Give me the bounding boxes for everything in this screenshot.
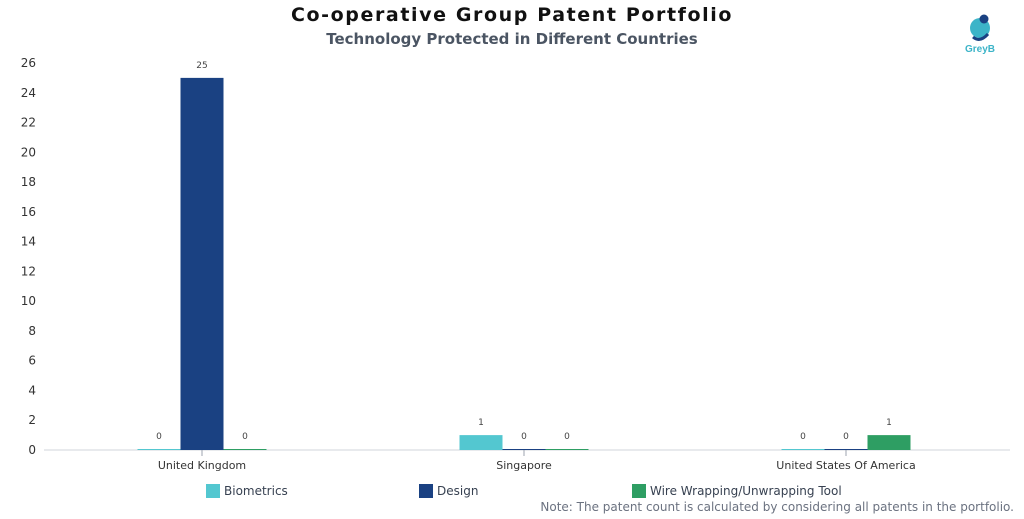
bar: [180, 77, 224, 450]
y-tick-label: 8: [28, 324, 36, 338]
data-label: 25: [196, 61, 207, 71]
data-label: 1: [886, 418, 892, 428]
y-tick-label: 4: [28, 383, 36, 397]
greyb-logo-text: GreyB: [964, 44, 995, 55]
chart-title: Co-operative Group Patent Portfolio: [290, 4, 734, 26]
bar: [223, 449, 267, 450]
footnote: Note: The patent count is calculated by …: [540, 500, 1014, 514]
y-tick-label: 2: [28, 413, 36, 427]
x-tick-label: Singapore: [496, 459, 552, 472]
bar: [867, 435, 911, 450]
y-tick-label: 16: [21, 205, 36, 219]
y-tick-label: 24: [21, 86, 36, 100]
chart-subtitle: Technology Protected in Different Countr…: [326, 30, 698, 48]
bar: [502, 449, 546, 450]
y-tick-label: 10: [21, 294, 36, 308]
legend-item-wire-wrapping: Wire Wrapping/Unwrapping Tool: [632, 483, 842, 499]
legend-swatch: [206, 484, 220, 498]
y-tick-label: 22: [21, 116, 36, 130]
legend-swatch: [632, 484, 646, 498]
data-label: 0: [843, 432, 849, 442]
bar: [781, 449, 825, 450]
bar: [824, 449, 868, 450]
data-label: 0: [521, 432, 527, 442]
data-label: 0: [564, 432, 570, 442]
data-label: 1: [478, 418, 484, 428]
y-tick-label: 6: [28, 354, 36, 368]
legend-label: Wire Wrapping/Unwrapping Tool: [650, 484, 842, 498]
y-tick-label: 14: [21, 235, 36, 249]
bar: [137, 449, 181, 450]
data-label: 0: [800, 432, 806, 442]
legend-item-design: Design: [419, 483, 478, 499]
data-label: 0: [156, 432, 162, 442]
y-tick-label: 20: [21, 145, 36, 159]
legend-label: Design: [437, 484, 479, 498]
bar: [545, 449, 589, 450]
y-tick-label: 26: [21, 56, 36, 70]
x-tick-label: United Kingdom: [158, 459, 246, 472]
data-label: 0: [242, 432, 248, 442]
greyb-logo: GreyB: [955, 10, 1005, 60]
x-tick-label: United States Of America: [776, 459, 915, 472]
y-tick-label: 12: [21, 264, 36, 278]
bar: [459, 435, 503, 450]
legend-item-biometrics: Biometrics: [206, 483, 288, 499]
legend-swatch: [419, 484, 433, 498]
legend-label: Biometrics: [224, 484, 288, 498]
greyb-logo-icon: [970, 14, 990, 41]
y-tick-label: 0: [28, 443, 36, 457]
y-tick-label: 18: [21, 175, 36, 189]
